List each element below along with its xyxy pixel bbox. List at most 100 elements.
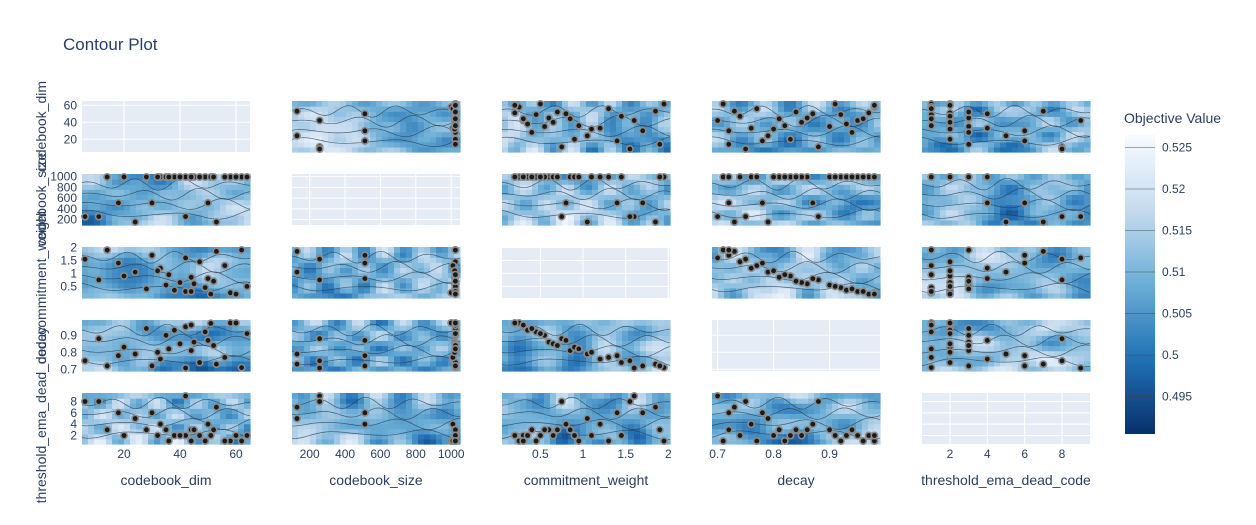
trial-point[interactable] [758, 198, 767, 207]
trial-point[interactable] [870, 290, 879, 299]
trial-point[interactable] [206, 319, 215, 328]
trial-point[interactable] [638, 198, 647, 207]
trial-point[interactable] [945, 282, 954, 291]
trial-point[interactable] [527, 173, 536, 182]
trial-point[interactable] [791, 277, 800, 286]
trial-point[interactable] [859, 287, 868, 296]
trial-point[interactable] [561, 336, 570, 345]
trial-point[interactable] [114, 259, 123, 268]
trial-point[interactable] [360, 259, 369, 268]
trial-point[interactable] [570, 135, 579, 144]
trial-point[interactable] [945, 257, 954, 266]
trial-point[interactable] [859, 173, 868, 182]
trial-point[interactable] [292, 268, 301, 277]
trial-point[interactable] [131, 349, 140, 358]
trial-point[interactable] [574, 344, 583, 353]
trial-point[interactable] [735, 112, 744, 121]
trial-point[interactable] [220, 261, 229, 270]
trial-point[interactable] [604, 353, 613, 362]
trial-point[interactable] [527, 324, 536, 333]
trial-point[interactable] [519, 173, 528, 182]
trial-point[interactable] [638, 361, 647, 370]
trial-point[interactable] [1058, 145, 1067, 154]
trial-point[interactable] [153, 173, 162, 182]
trial-point[interactable] [187, 287, 196, 296]
trial-point[interactable] [201, 327, 210, 336]
trial-point[interactable] [209, 341, 218, 350]
trial-point[interactable] [638, 126, 647, 135]
trial-point[interactable] [1076, 212, 1085, 221]
trial-point[interactable] [724, 140, 733, 149]
trial-point[interactable] [655, 140, 664, 149]
trial-point[interactable] [1039, 218, 1048, 227]
trial-point[interactable] [557, 142, 566, 151]
trial-point[interactable] [983, 274, 992, 283]
trial-point[interactable] [451, 329, 460, 338]
trial-point[interactable] [724, 173, 733, 182]
trial-point[interactable] [927, 114, 936, 123]
trial-point[interactable] [659, 100, 668, 109]
trial-point[interactable] [780, 173, 789, 182]
trial-point[interactable] [451, 114, 460, 123]
trial-point[interactable] [831, 282, 840, 291]
trial-point[interactable] [724, 126, 733, 135]
trial-point[interactable] [847, 128, 856, 137]
trial-point[interactable] [120, 343, 129, 352]
trial-point[interactable] [204, 198, 213, 207]
trial-point[interactable] [536, 329, 545, 338]
trial-point[interactable] [81, 212, 90, 221]
trial-point[interactable] [814, 212, 823, 221]
trial-point[interactable] [1020, 198, 1029, 207]
trial-point[interactable] [232, 290, 241, 299]
trial-point[interactable] [927, 173, 936, 182]
trial-point[interactable] [164, 344, 173, 353]
trial-point[interactable] [360, 126, 369, 135]
trial-point[interactable] [243, 282, 252, 291]
trial-point[interactable] [587, 348, 596, 357]
trial-point[interactable] [315, 255, 324, 264]
trial-point[interactable] [747, 124, 756, 133]
trial-point[interactable] [170, 326, 179, 335]
trial-point[interactable] [162, 281, 171, 290]
trial-point[interactable] [206, 290, 215, 299]
trial-point[interactable] [94, 275, 103, 284]
trial-point[interactable] [103, 173, 112, 182]
trial-point[interactable] [763, 131, 772, 140]
trial-point[interactable] [292, 107, 301, 116]
trial-point[interactable] [187, 273, 196, 282]
trial-point[interactable] [859, 114, 868, 123]
trial-point[interactable] [964, 128, 973, 137]
trial-point[interactable] [758, 136, 767, 145]
trial-point[interactable] [243, 173, 252, 182]
trial-point[interactable] [780, 270, 789, 279]
trial-point[interactable] [847, 173, 856, 182]
trial-point[interactable] [181, 363, 190, 372]
trial-point[interactable] [596, 355, 605, 364]
trial-point[interactable] [964, 173, 973, 182]
trial-point[interactable] [209, 173, 218, 182]
trial-point[interactable] [536, 173, 545, 182]
trial-point[interactable] [831, 173, 840, 182]
trial-point[interactable] [587, 173, 596, 182]
trial-point[interactable] [927, 261, 936, 270]
trial-point[interactable] [195, 358, 204, 367]
trial-point[interactable] [945, 118, 954, 127]
trial-point[interactable] [553, 173, 562, 182]
trial-point[interactable] [1020, 259, 1029, 268]
trial-point[interactable] [510, 318, 519, 327]
trial-point[interactable] [451, 361, 460, 370]
trial-point[interactable] [315, 334, 324, 343]
trial-point[interactable] [527, 128, 536, 137]
trial-point[interactable] [803, 114, 812, 123]
trial-point[interactable] [451, 344, 460, 353]
trial-point[interactable] [574, 173, 583, 182]
trial-point[interactable] [315, 145, 324, 154]
trial-point[interactable] [964, 108, 973, 117]
trial-point[interactable] [927, 104, 936, 113]
trial-point[interactable] [758, 259, 767, 268]
trial-point[interactable] [212, 218, 221, 227]
trial-point[interactable] [775, 114, 784, 123]
trial-point[interactable] [451, 270, 460, 279]
trial-point[interactable] [153, 266, 162, 275]
trial-point[interactable] [780, 121, 789, 130]
